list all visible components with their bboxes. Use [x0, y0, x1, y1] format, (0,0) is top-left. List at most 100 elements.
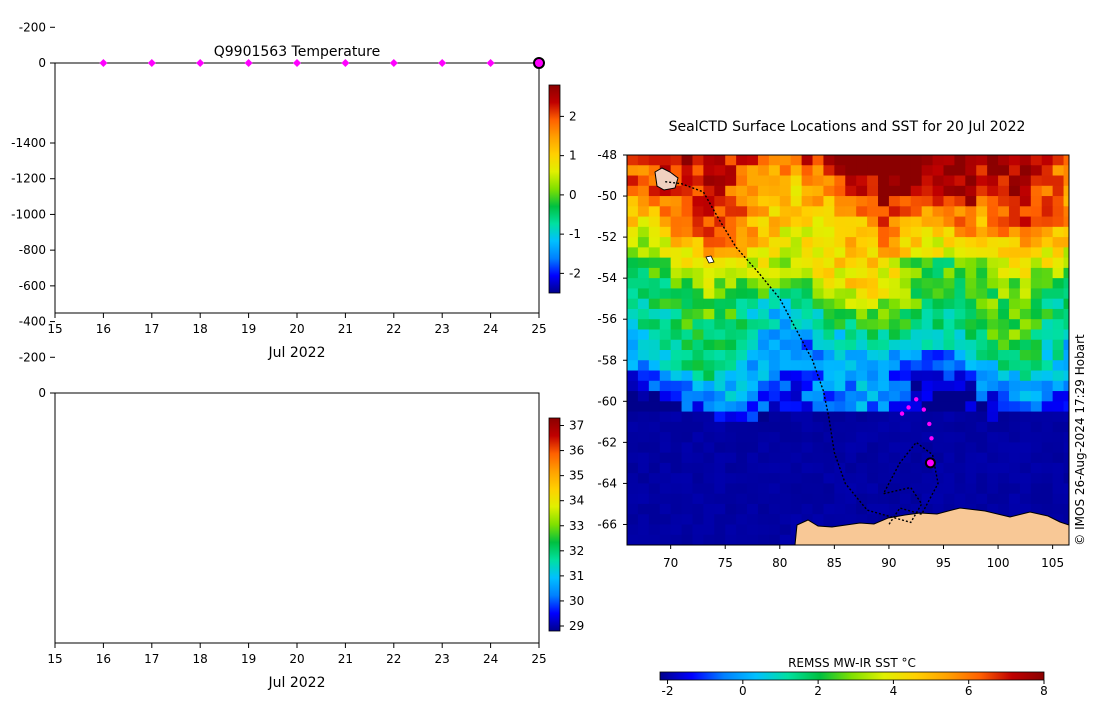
sst-cell: [932, 216, 945, 228]
sst-cell: [790, 319, 803, 331]
sst-cell: [1019, 432, 1032, 443]
sst-cell: [1052, 308, 1065, 320]
sst-cell: [1041, 473, 1054, 485]
sst-cell: [965, 206, 977, 218]
sst-cell: [845, 483, 857, 495]
sst-cell: [736, 411, 748, 423]
sst-cell: [812, 493, 825, 505]
sst-cell: [714, 514, 726, 526]
sst-cell: [954, 360, 966, 372]
sst-cell: [670, 216, 683, 228]
sst-cell: [801, 288, 814, 300]
sst-cell: [670, 380, 683, 392]
sst-cell: [1052, 503, 1065, 515]
sst-cell: [1030, 319, 1043, 331]
sst-cell: [1063, 298, 1069, 310]
sst-cell: [714, 319, 726, 331]
sst-cell: [703, 493, 715, 505]
sst-cell: [648, 339, 661, 351]
sst-cell: [1063, 257, 1069, 269]
x-tick-label: 17: [144, 652, 159, 666]
sst-cell: [659, 452, 672, 464]
sst-cell: [790, 196, 803, 207]
sst-cell: [627, 165, 639, 177]
sst-cell: [714, 360, 726, 372]
sst-cell: [812, 216, 825, 228]
sst-cell: [878, 483, 890, 495]
sst-cell: [681, 339, 694, 351]
sst-cell: [714, 442, 726, 454]
sst-cell: [1030, 421, 1043, 433]
sst-cell: [932, 267, 945, 279]
sst-cell: [779, 206, 792, 218]
sst-cell: [714, 165, 726, 177]
sst-cell: [1052, 360, 1065, 372]
sst-cell: [1052, 278, 1065, 290]
seal-surface-locations: [899, 397, 936, 469]
sst-cell: [747, 206, 759, 218]
temperature-colorbar: [548, 84, 561, 294]
sst-cell: [921, 339, 934, 351]
sst-cell: [659, 350, 672, 361]
sst-cell: [779, 257, 792, 269]
sst-cell: [1041, 247, 1054, 259]
sst-cell: [648, 257, 661, 269]
sst-cell: [878, 247, 890, 259]
sst-cell: [670, 155, 683, 166]
sst-cell: [725, 339, 737, 351]
sst-cell: [681, 524, 694, 536]
latitude-tick-label: -50: [597, 189, 617, 203]
sst-cell: [878, 206, 890, 218]
sst-cell: [878, 503, 890, 515]
sst-cell: [998, 350, 1010, 361]
sst-cell: [812, 206, 825, 218]
sst-cell: [910, 257, 923, 269]
sst-cell: [921, 267, 934, 279]
salinity-section-chart: 15 16 17 18 19 20 21 22 23 24 25 0-200-400-600-800…: [11, 136, 584, 691]
x-tick-label: 21: [338, 652, 353, 666]
sst-cell: [812, 257, 825, 269]
sst-cell: [910, 308, 923, 320]
sst-cell: [965, 421, 977, 433]
sst-cell: [714, 278, 726, 290]
x-tick-label: 24: [483, 322, 498, 336]
sst-cell: [1019, 411, 1032, 423]
sst-cell: [703, 421, 715, 433]
sst-cell: [943, 442, 956, 454]
sst-cell: [681, 483, 694, 495]
sst-cell: [888, 165, 901, 177]
sst-cell: [736, 401, 748, 413]
sst-cell: [987, 298, 999, 310]
sst-cell: [1008, 165, 1021, 177]
sst-cell: [681, 534, 694, 545]
sst-cell: [812, 360, 825, 372]
sst-cell: [976, 226, 988, 238]
sst-cell: [921, 308, 934, 320]
sst-cell: [845, 360, 857, 372]
sst-cell: [899, 350, 912, 361]
sst-cell: [681, 493, 694, 505]
sst-cell: [823, 185, 835, 197]
sst-cell: [1052, 452, 1065, 464]
sst-cell: [910, 196, 923, 207]
sst-cell: [659, 483, 672, 495]
sst-cell: [779, 247, 792, 259]
sst-colorbar-tick-label: 8: [1040, 684, 1048, 698]
sst-cell: [954, 442, 966, 454]
sst-cell: [768, 288, 781, 300]
sst-cell: [1052, 380, 1065, 392]
y-tick-label: 0: [38, 386, 46, 400]
sst-cell: [1019, 452, 1032, 464]
profile-marker: [389, 59, 398, 67]
sst-cell: [648, 175, 661, 187]
sst-cell: [692, 267, 704, 279]
sst-cell: [1063, 226, 1069, 238]
sst-cell: [823, 329, 835, 341]
sst-cell: [867, 196, 879, 207]
sst-cell: [659, 370, 672, 382]
sst-cell: [627, 514, 639, 526]
sst-cell: [899, 185, 912, 197]
sst-cell: [867, 247, 879, 259]
sst-cell: [768, 298, 781, 310]
sst-cell: [703, 432, 715, 443]
